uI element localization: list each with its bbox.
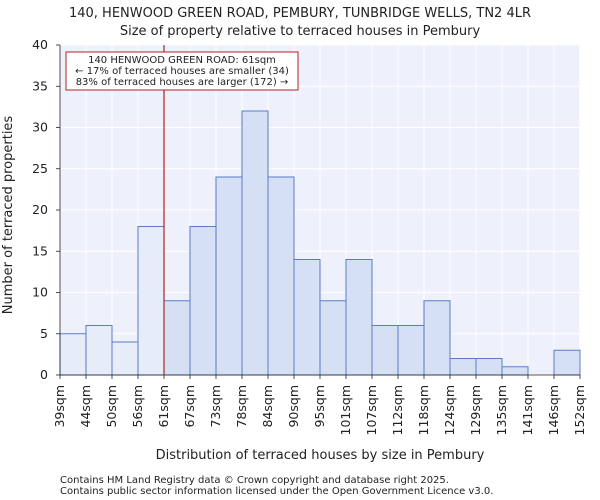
- y-tick-label: 15: [32, 243, 48, 258]
- x-tick-label: 124sqm: [442, 385, 457, 435]
- x-tick-label: 73sqm: [208, 385, 223, 428]
- footer-line-1: Contains HM Land Registry data © Crown c…: [60, 475, 449, 486]
- bar: [215, 176, 243, 376]
- bar: [475, 358, 503, 376]
- bar: [85, 325, 113, 376]
- y-tick-label: 20: [32, 202, 48, 217]
- chart-title: 140, HENWOOD GREEN ROAD, PEMBURY, TUNBRI…: [69, 6, 531, 21]
- y-ticks: 0 5 10 15 20 25 30 35 40: [32, 37, 60, 382]
- x-tick-label: 61sqm: [156, 385, 171, 428]
- x-axis-label: Distribution of terraced houses by size …: [156, 448, 485, 463]
- y-tick-label: 30: [32, 120, 48, 135]
- bar: [163, 300, 191, 376]
- bar: [553, 349, 581, 376]
- bar: [345, 259, 373, 376]
- y-tick-label: 10: [32, 285, 48, 300]
- chart-subtitle: Size of property relative to terraced ho…: [120, 24, 481, 39]
- annotation-frame: [65, 51, 299, 91]
- x-tick-label: 78sqm: [234, 385, 249, 428]
- x-tick-label: 129sqm: [468, 385, 483, 435]
- x-tick-label: 146sqm: [546, 385, 561, 435]
- footer-line-2: Contains public sector information licen…: [60, 486, 493, 497]
- x-tick-label: 95sqm: [312, 385, 327, 428]
- y-tick-label: 35: [32, 78, 48, 93]
- y-tick-label: 25: [32, 161, 48, 176]
- y-tick-label: 40: [32, 37, 48, 52]
- bar: [423, 300, 451, 376]
- x-ticks: 39sqm 44sqm 50sqm 56sqm 61sqm 67sqm 73sqm 78sqm…: [52, 375, 587, 435]
- x-tick-label: 112sqm: [390, 385, 405, 435]
- x-tick-label: 107sqm: [364, 385, 379, 435]
- annotation-line-2: ← 17% of terraced houses are smaller (34…: [75, 66, 289, 77]
- y-axis-label: Number of terraced properties: [1, 116, 16, 315]
- bar: [397, 325, 425, 376]
- bar: [111, 341, 139, 376]
- annotation-box: 140 HENWOOD GREEN ROAD: 61sqm ← 17% of t…: [65, 51, 299, 91]
- x-tick-label: 152sqm: [572, 385, 587, 435]
- x-tick-label: 50sqm: [104, 385, 119, 428]
- y-tick-label: 5: [40, 326, 48, 341]
- bar: [189, 226, 217, 376]
- x-tick-label: 118sqm: [416, 385, 431, 435]
- x-tick-label: 67sqm: [182, 385, 197, 428]
- bar: [59, 333, 87, 376]
- bars: [59, 110, 581, 376]
- x-tick-label: 44sqm: [78, 385, 93, 428]
- x-tick-label: 39sqm: [52, 385, 67, 428]
- bar: [293, 259, 321, 376]
- x-tick-label: 90sqm: [286, 385, 301, 428]
- x-tick-label: 141sqm: [520, 385, 535, 435]
- annotation-line-3: 83% of terraced houses are larger (172) …: [76, 77, 289, 88]
- x-tick-label: 84sqm: [260, 385, 275, 428]
- x-tick-label: 56sqm: [130, 385, 145, 428]
- bar: [319, 300, 347, 376]
- annotation-line-1: 140 HENWOOD GREEN ROAD: 61sqm: [88, 55, 276, 66]
- bar: [501, 366, 529, 376]
- bar: [137, 226, 165, 376]
- bar: [449, 358, 477, 376]
- bar: [241, 110, 269, 376]
- x-tick-label: 101sqm: [338, 385, 353, 435]
- y-tick-label: 0: [40, 367, 48, 382]
- x-tick-label: 135sqm: [494, 385, 509, 435]
- bar: [371, 325, 399, 376]
- bar: [267, 176, 295, 376]
